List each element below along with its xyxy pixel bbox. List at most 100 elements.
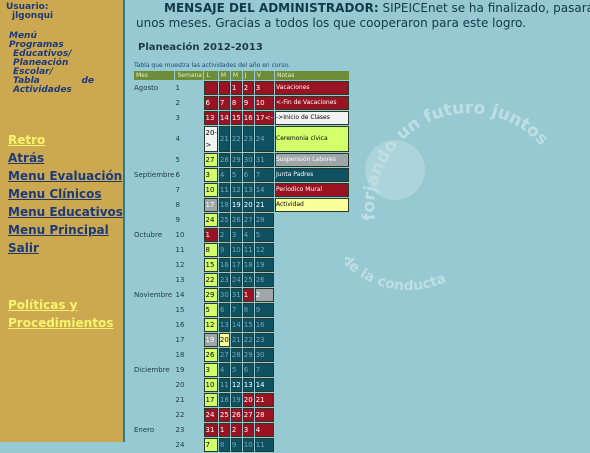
- month-cell: [134, 111, 174, 125]
- day-cell: 16: [254, 318, 274, 332]
- day-cell: 31: [254, 153, 274, 167]
- day-cell: 3: [204, 168, 218, 182]
- nav-retro-link[interactable]: Retro: [8, 133, 46, 147]
- day-cell: 11: [254, 438, 274, 452]
- week-cell: 12: [175, 261, 185, 269]
- empty-note-cell: [275, 288, 349, 302]
- day-cell: 2: [218, 228, 230, 242]
- legend-note-cell: Junta Padres: [275, 168, 349, 182]
- day-cell: 19: [230, 198, 242, 212]
- week-cell: 15: [175, 306, 185, 314]
- day-cell: 29: [230, 153, 242, 167]
- day-cell: 20: [218, 333, 230, 347]
- day-cell: 21: [230, 333, 242, 347]
- day-cell: 27: [242, 213, 254, 227]
- policies-link[interactable]: Políticas y Procedimientos: [8, 296, 113, 332]
- day-cell: 11: [218, 183, 230, 197]
- table-row: 2 6 7 8 9 10 <-Fin de Vacaciones: [134, 96, 349, 110]
- day-cell: 14: [254, 378, 274, 392]
- empty-note-cell: [275, 438, 349, 452]
- week-cell: 16: [175, 321, 185, 329]
- day-cell: 28: [254, 213, 274, 227]
- day-cell: 31: [204, 423, 218, 437]
- table-row: 12 15 16 17 18 19: [134, 258, 349, 272]
- day-cell: 16: [242, 111, 254, 125]
- week-cell: 9: [175, 216, 180, 224]
- sidebar-divider: [123, 0, 125, 442]
- day-cell: 21: [254, 393, 274, 407]
- week-cell: 24: [175, 441, 185, 449]
- month-cell: Septiembre: [134, 171, 175, 179]
- day-cell: 8: [204, 243, 218, 257]
- nav-salir-link[interactable]: Salir: [8, 241, 39, 255]
- day-cell: 24: [230, 273, 242, 287]
- day-cell: 11: [242, 243, 254, 257]
- nav-atras-link[interactable]: Atrás: [8, 151, 45, 165]
- day-cell: 22: [204, 273, 218, 287]
- day-cell: 26: [254, 273, 274, 287]
- nav-menu-principal-link[interactable]: Menu Principal: [8, 223, 109, 237]
- week-cell: 8: [175, 201, 180, 209]
- table-row: Diciembre 19 3 4 5 6 7: [134, 363, 349, 377]
- nav-menu-educativos-link[interactable]: Menu Educativos: [8, 205, 123, 219]
- week-cell: 21: [175, 396, 185, 404]
- empty-note-cell: [275, 228, 349, 242]
- table-row: 18 26 27 28 29 30: [134, 348, 349, 362]
- policies-line-1[interactable]: Políticas y: [8, 298, 78, 312]
- day-cell: 25: [218, 213, 230, 227]
- day-cell: 30: [242, 153, 254, 167]
- week-cell: 1: [175, 84, 180, 92]
- day-cell: 9: [230, 438, 242, 452]
- day-cell: 17<-: [254, 111, 274, 125]
- legend-note-cell: Actividad: [275, 198, 349, 212]
- empty-note-cell: [275, 243, 349, 257]
- month-cell: [134, 303, 174, 317]
- table-row: 5 27 28 29 30 31 Suspensión Labores: [134, 153, 349, 167]
- empty-note-cell: [275, 378, 349, 392]
- policies-line-2[interactable]: Procedimientos: [8, 316, 114, 330]
- table-row: 24 7 8 9 10 11: [134, 438, 349, 452]
- day-cell: 27: [218, 348, 230, 362]
- day-cell: 27: [242, 408, 254, 422]
- day-cell: 24: [204, 408, 218, 422]
- day-cell: 9: [254, 303, 274, 317]
- day-cell: 17: [204, 198, 218, 212]
- table-row: 3 13 14 15 16 17<- ->Inicio de Clases: [134, 111, 349, 125]
- nav-menu-evaluacion-link[interactable]: Menu Evaluación: [8, 169, 123, 183]
- watermark-text: forjando un futuro juntos: [359, 98, 552, 221]
- day-cell: 22: [242, 333, 254, 347]
- table-row: 9 24 25 26 27 28: [134, 213, 349, 227]
- day-cell: 24: [204, 213, 218, 227]
- week-cell: 18: [175, 351, 185, 359]
- day-cell: [204, 81, 218, 95]
- menu-path-5: Tabla de: [9, 77, 94, 86]
- menu-path-4: Escolar/: [13, 67, 53, 77]
- day-cell: 4: [218, 363, 230, 377]
- menu-path-3: Planeación: [13, 58, 69, 68]
- day-cell: 3: [242, 423, 254, 437]
- day-cell: 22: [230, 126, 242, 152]
- table-description: Tabla que muestra las actividades del añ…: [134, 62, 290, 69]
- day-cell: 17: [230, 258, 242, 272]
- day-cell: 18: [218, 393, 230, 407]
- day-cell: 1: [242, 288, 254, 302]
- day-cell: 26: [230, 213, 242, 227]
- table-row: 16 12 13 14 15 16: [134, 318, 349, 332]
- table-row: Octubre 10 1 2 3 4 5: [134, 228, 349, 242]
- menu-path-tabla: Tabla: [13, 76, 40, 86]
- planning-title: Planeación 2012-2013: [138, 42, 263, 53]
- nav-menu-clinicos-link[interactable]: Menu Clínicos: [8, 187, 102, 201]
- day-cell: 5: [204, 303, 218, 317]
- month-cell: [134, 408, 174, 422]
- month-cell: [134, 153, 174, 167]
- legend-note-cell: Vacaciones: [275, 81, 349, 95]
- day-cell: 2: [242, 81, 254, 95]
- table-row: 11 8 9 10 11 12: [134, 243, 349, 257]
- day-cell: 16: [218, 258, 230, 272]
- table-row: 15 5 6 7 8 9: [134, 303, 349, 317]
- week-cell: 7: [175, 186, 180, 194]
- week-cell: 17: [175, 336, 185, 344]
- day-cell: 14: [218, 111, 230, 125]
- month-cell: [134, 198, 174, 212]
- day-cell: 11: [218, 378, 230, 392]
